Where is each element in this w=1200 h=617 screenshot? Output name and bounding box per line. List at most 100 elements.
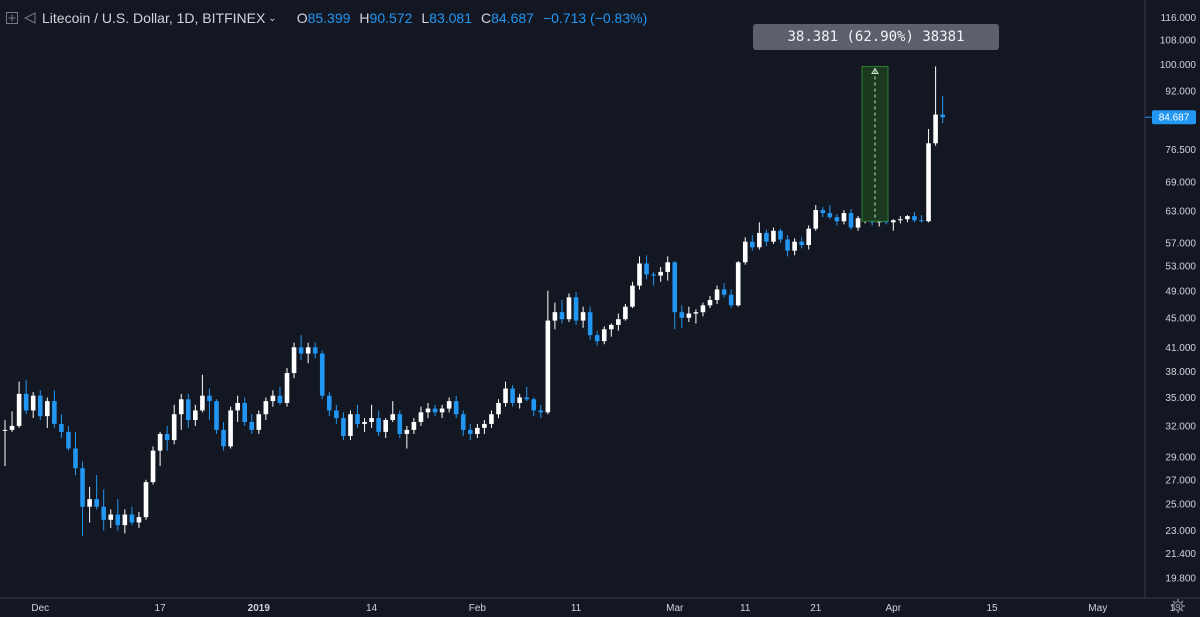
candle	[439, 404, 445, 419]
candle-body	[157, 433, 163, 451]
candle-body	[348, 414, 353, 436]
time-tick-label: 21	[810, 603, 822, 614]
gear-icon[interactable]	[1170, 598, 1186, 614]
close-value: 84.687	[491, 10, 534, 26]
time-tick-label: Dec	[31, 603, 49, 614]
candle-body	[263, 401, 269, 415]
candle	[524, 386, 529, 402]
candle-body	[834, 217, 840, 222]
candle-body	[460, 414, 466, 430]
candle-body	[580, 312, 586, 321]
measure-tool[interactable]	[861, 65, 889, 222]
candle-body	[87, 499, 92, 507]
candle-body	[623, 306, 628, 320]
candle-body	[30, 395, 36, 411]
candle-body	[799, 241, 804, 246]
candle-body	[707, 299, 713, 306]
time-tick-label: 13	[1170, 603, 1182, 614]
candle-body	[164, 433, 170, 441]
candle	[623, 303, 628, 321]
candle-body	[101, 506, 106, 520]
candle	[933, 66, 938, 146]
candle-body	[912, 216, 917, 221]
candle-body	[270, 395, 276, 402]
candle-body	[122, 514, 128, 526]
candle-body	[573, 297, 579, 321]
candle	[778, 228, 783, 243]
candle-body	[284, 373, 290, 403]
candle-body	[545, 320, 551, 413]
price-tick-label: 108.000	[1160, 36, 1197, 47]
candle-body	[73, 448, 78, 469]
candle-body	[503, 388, 508, 403]
candle-body	[369, 418, 374, 422]
candle-body	[108, 514, 114, 520]
candle	[446, 397, 452, 413]
candle-body	[742, 241, 748, 263]
candle	[721, 283, 727, 298]
collapse-arrow-icon[interactable]	[24, 12, 36, 24]
candle-body	[178, 399, 184, 415]
candle-body	[277, 395, 283, 403]
candle-body	[926, 143, 931, 222]
time-tick-label: Apr	[886, 603, 902, 614]
candle-body	[587, 312, 593, 336]
candle	[841, 210, 847, 225]
time-tick-label: May	[1088, 603, 1107, 614]
expand-icon[interactable]	[6, 12, 18, 24]
candle-body	[66, 431, 71, 449]
candle-body	[468, 429, 473, 434]
candle	[193, 404, 198, 426]
price-axis[interactable]: 116.000 108.000 100.000 92.000 76.500 69.000 6…	[1160, 13, 1197, 585]
price-tick-label: 29.000	[1165, 453, 1196, 464]
time-tick-label: 11	[740, 603, 751, 614]
candle	[312, 342, 318, 359]
candle-body	[792, 241, 797, 251]
candle-body	[143, 482, 149, 518]
low-label: L	[421, 10, 430, 26]
candle-body	[319, 353, 325, 396]
candle	[799, 237, 804, 249]
candle	[355, 404, 360, 428]
candle-body	[37, 395, 43, 417]
candle	[679, 305, 685, 328]
candle	[771, 227, 776, 244]
candle-body	[418, 412, 424, 422]
time-axis[interactable]: Dec 17 2019 14 Feb 11 Mar 11 21 Apr 15 May 13	[31, 603, 1181, 614]
candle-body	[700, 305, 706, 313]
price-tick-label: 38.000	[1165, 367, 1196, 378]
chevron-down-icon[interactable]: ⌄	[268, 12, 277, 24]
candle-body	[594, 335, 600, 342]
symbol-title[interactable]: Litecoin / U.S. Dollar, 1D, BITFINEX	[42, 10, 266, 26]
candle	[672, 261, 678, 330]
candle-body	[644, 263, 649, 275]
candle	[136, 511, 142, 528]
candle	[630, 281, 635, 309]
candle-body	[778, 230, 783, 240]
close-label: C	[480, 10, 492, 26]
candle-body	[651, 274, 656, 276]
candle	[566, 293, 572, 323]
candle	[891, 219, 896, 231]
candle-body	[855, 218, 861, 228]
candle-body	[390, 414, 396, 421]
candle	[898, 216, 903, 224]
candle-body	[475, 427, 480, 434]
candle	[475, 423, 480, 439]
candle-body	[291, 347, 297, 374]
candle	[468, 423, 473, 441]
candle	[369, 404, 374, 428]
candle	[66, 425, 71, 451]
candle	[820, 207, 826, 218]
candle	[496, 399, 501, 419]
candle	[531, 397, 537, 417]
candle-body	[891, 220, 896, 223]
candle-body	[637, 263, 642, 286]
candle-body	[341, 418, 346, 436]
candle	[580, 306, 586, 328]
candle	[912, 212, 917, 223]
candle-body	[552, 312, 558, 321]
candle-body	[919, 220, 924, 222]
